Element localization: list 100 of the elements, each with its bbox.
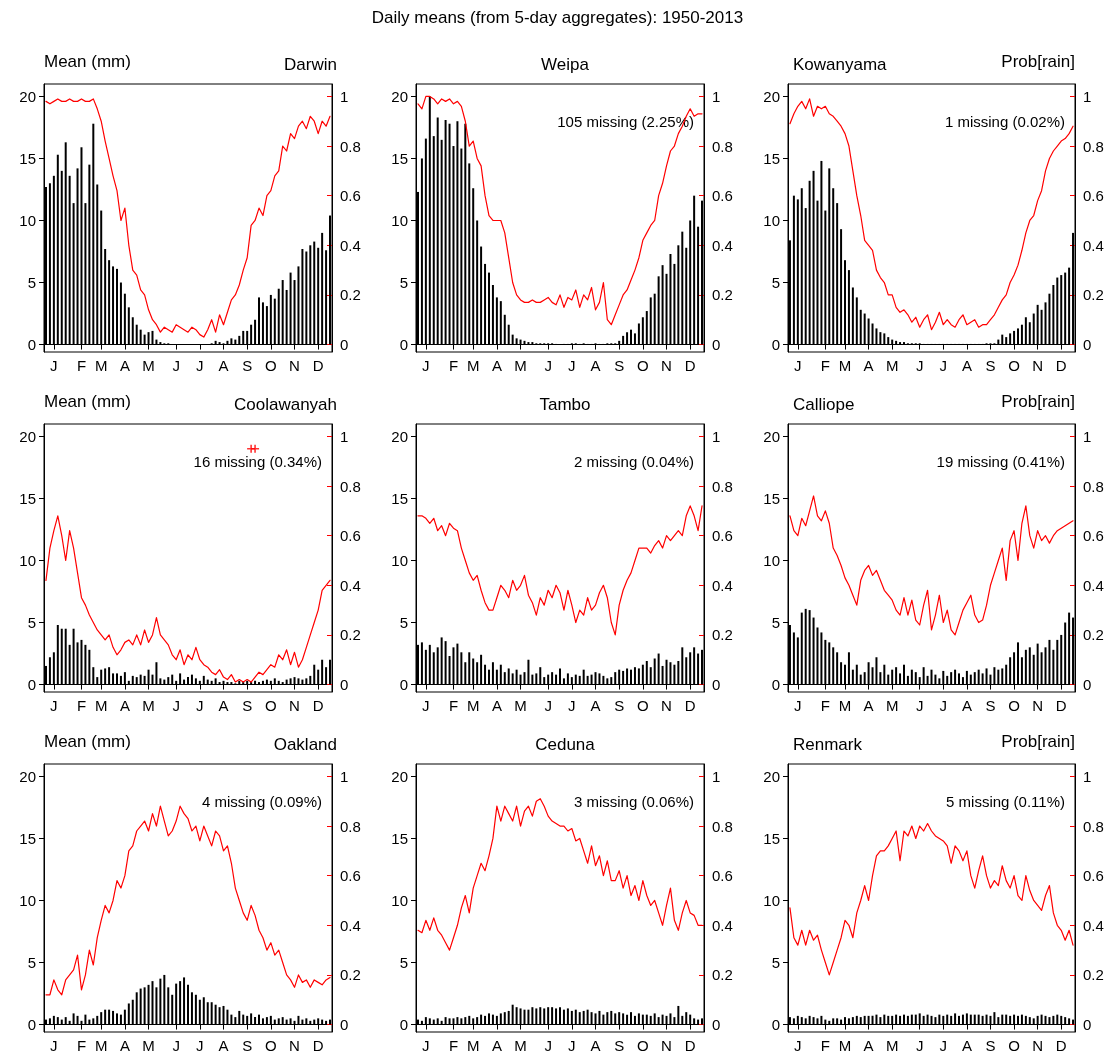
x-tick-label: J xyxy=(422,1037,430,1054)
y-tick-label: 5 xyxy=(399,614,408,632)
y2-tick-label: 0.2 xyxy=(712,286,733,304)
x-tick-label: J xyxy=(196,357,204,374)
x-tick-label: A xyxy=(491,357,502,374)
y2-tick-label: 0 xyxy=(340,1016,349,1034)
chart-title: Kowanyama xyxy=(793,55,888,74)
x-tick-label: A xyxy=(491,697,502,714)
y2-tick-label: 0.2 xyxy=(1083,626,1104,644)
x-tick-label: J xyxy=(544,1037,552,1054)
x-tick-label: A xyxy=(961,357,972,374)
line-series xyxy=(417,505,703,636)
y-tick-label: 5 xyxy=(771,954,780,972)
y2-tick-label: 0.2 xyxy=(712,966,733,984)
y2-tick-label: 0.8 xyxy=(712,137,733,155)
x-tick-label: O xyxy=(265,1037,277,1054)
x-tick-label: O xyxy=(637,1037,649,1054)
y-tick-label: 10 xyxy=(391,891,408,909)
x-tick-label: M xyxy=(885,357,899,374)
x-tick-label: N xyxy=(289,357,300,374)
x-tick-label: A xyxy=(119,697,130,714)
x-tick-label: M xyxy=(466,357,480,374)
y-tick-label: 0 xyxy=(27,1016,36,1034)
line-series xyxy=(789,98,1074,331)
x-tick-label: A xyxy=(961,1037,972,1054)
y2-axis-title: Prob[rain] xyxy=(1001,392,1075,411)
x-tick-label: A xyxy=(218,697,229,714)
y-tick-label: 15 xyxy=(763,829,780,847)
x-tick-label: N xyxy=(289,697,300,714)
annotation: 2 missing (0.04%) xyxy=(573,453,694,470)
x-tick-label: A xyxy=(119,1037,130,1054)
y2-axis-title: Prob[rain] xyxy=(1001,52,1075,71)
line-series xyxy=(45,98,331,338)
y2-tick-label: 1 xyxy=(340,427,349,445)
y-axis-title: Mean (mm) xyxy=(44,732,131,751)
y2-tick-label: 0.8 xyxy=(712,817,733,835)
y-tick-label: 5 xyxy=(27,274,36,292)
x-tick-label: A xyxy=(590,697,601,714)
y2-tick-label: 0.8 xyxy=(1083,137,1104,155)
x-tick-label: A xyxy=(590,1037,601,1054)
x-tick-label: M xyxy=(838,1037,852,1054)
x-tick-label: O xyxy=(1008,357,1020,374)
y2-tick-label: 0.2 xyxy=(712,626,733,644)
x-tick-label: J xyxy=(50,357,58,374)
x-tick-label: M xyxy=(94,697,108,714)
x-tick-label: F xyxy=(76,357,87,374)
y-tick-label: 15 xyxy=(19,149,36,167)
chart-title: Coolawanyah xyxy=(233,395,337,414)
x-tick-label: N xyxy=(289,1037,300,1054)
y2-tick-label: 0.2 xyxy=(1083,966,1104,984)
y2-tick-label: 0.6 xyxy=(340,187,361,205)
x-tick-label: A xyxy=(218,1037,229,1054)
y-tick-label: 20 xyxy=(391,767,408,785)
y-tick-label: 20 xyxy=(763,767,780,785)
y-tick-label: 10 xyxy=(19,891,36,909)
y-tick-label: 20 xyxy=(763,87,780,105)
x-tick-label: J xyxy=(544,357,552,374)
y2-tick-label: 1 xyxy=(1083,427,1092,445)
y2-tick-label: 1 xyxy=(1083,767,1092,785)
y2-tick-label: 0 xyxy=(340,676,349,694)
x-tick-label: J xyxy=(915,357,924,374)
y2-tick-label: 0.6 xyxy=(1083,187,1104,205)
y-tick-label: 10 xyxy=(763,891,780,909)
y-tick-label: 10 xyxy=(19,551,36,569)
y2-tick-label: 0.2 xyxy=(340,286,361,304)
x-tick-label: N xyxy=(1032,1037,1044,1054)
x-tick-label: S xyxy=(985,357,996,374)
y-tick-label: 5 xyxy=(27,614,36,632)
x-tick-label: J xyxy=(794,697,802,714)
line-series xyxy=(417,95,703,326)
x-tick-label: J xyxy=(50,697,58,714)
x-tick-label: A xyxy=(119,357,130,374)
y2-tick-label: 0.2 xyxy=(340,626,361,644)
y-tick-label: 15 xyxy=(19,489,36,507)
x-tick-label: M xyxy=(142,357,155,374)
annotation: 5 missing (0.11%) xyxy=(946,793,1065,810)
y2-tick-label: 0.4 xyxy=(340,236,361,254)
x-tick-label: M xyxy=(838,697,852,714)
annotation: 3 missing (0.06%) xyxy=(573,793,694,810)
x-tick-label: D xyxy=(312,357,324,374)
x-tick-label: O xyxy=(637,697,649,714)
y2-tick-label: 0 xyxy=(1083,1016,1092,1034)
y-tick-label: 10 xyxy=(763,211,780,229)
x-tick-label: M xyxy=(94,1037,108,1054)
x-tick-label: J xyxy=(196,1037,204,1054)
y2-tick-label: 0.4 xyxy=(712,576,733,594)
x-tick-label: J xyxy=(172,697,180,714)
x-tick-label: J xyxy=(568,697,576,714)
y2-tick-label: 0.8 xyxy=(340,817,361,835)
y2-tick-label: 0.4 xyxy=(1083,236,1104,254)
y-tick-label: 15 xyxy=(763,149,780,167)
x-tick-label: J xyxy=(422,697,430,714)
y2-tick-label: 0.4 xyxy=(1083,576,1104,594)
y-tick-label: 10 xyxy=(391,551,408,569)
x-tick-label: J xyxy=(939,1037,948,1054)
y2-tick-label: 1 xyxy=(712,87,721,105)
x-tick-label: J xyxy=(50,1037,58,1054)
y2-tick-label: 0.6 xyxy=(1083,527,1104,545)
y-tick-label: 0 xyxy=(27,676,36,694)
x-tick-label: A xyxy=(863,357,874,374)
